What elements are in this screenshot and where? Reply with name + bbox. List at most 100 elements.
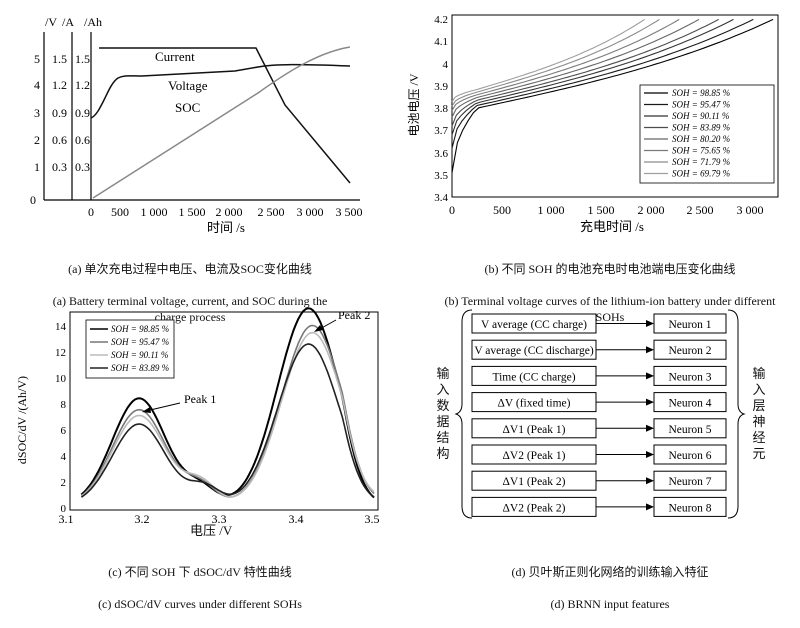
neuron-box xyxy=(653,365,727,386)
peak1-arrowhead xyxy=(142,407,151,413)
x-ticks: 0 500 1 000 1 500 2 000 2 500 3 000 3 50… xyxy=(88,205,363,219)
x-axis-label: 时间 /s xyxy=(207,220,245,235)
y-tick: 3.8 xyxy=(434,103,448,115)
x-tick: 0 xyxy=(449,203,455,217)
panel-d-caption: (d) 贝叶斯正则化网络的训练输入特征 (d) BRNN input featu… xyxy=(440,548,780,628)
input-feature-label: ΔV1 (Peak 2) xyxy=(503,476,566,488)
neuron-label: Neuron 6 xyxy=(668,450,711,462)
x-tick: 1 500 xyxy=(588,203,615,217)
soh-curve xyxy=(451,18,774,173)
peak1-label: Peak 1 xyxy=(184,392,216,406)
left-vertical-label: 输入数据结构 xyxy=(436,366,450,461)
arrowhead xyxy=(646,346,654,354)
y-tick: 3.6 xyxy=(434,148,448,160)
a-tick: 0.9 xyxy=(52,106,67,120)
caption-en: (c) dSOC/dV curves under different SOHs xyxy=(98,597,302,611)
x-tick: 2 500 xyxy=(687,203,714,217)
panel-a-caption: (a) 单次充电过程中电压、电流及SOC变化曲线 (a) Battery ter… xyxy=(20,245,360,341)
peak2-label: Peak 2 xyxy=(338,308,370,322)
x-tick: 500 xyxy=(493,203,511,217)
current-curve xyxy=(99,47,351,184)
soh-curve xyxy=(451,18,719,127)
y-tick: 4 xyxy=(61,451,67,463)
a-tick: 0.3 xyxy=(52,160,67,174)
panel-b-caption: (b) 不同 SOH 的电池充电时电池端电压变化曲线 (b) Terminal … xyxy=(440,245,780,341)
x-tick: 1 000 xyxy=(538,203,565,217)
y-tick: 12 xyxy=(55,347,66,359)
x-tick: 500 xyxy=(111,205,129,219)
caption-en: (b) Terminal voltage curves of the lithi… xyxy=(444,294,776,324)
neuron-label: Neuron 4 xyxy=(668,398,711,410)
neuron-label: Neuron 3 xyxy=(668,371,711,383)
a-tick: 1.5 xyxy=(52,52,67,66)
v-ticks: 5 4 3 2 1 xyxy=(34,52,40,174)
caption-zh: (a) 单次充电过程中电压、电流及SOC变化曲线 xyxy=(68,262,312,276)
ah-tick: 0.6 xyxy=(75,133,90,147)
legend-entry: SOH = 95.47 % xyxy=(672,100,730,110)
soh-curve xyxy=(451,18,680,111)
x-tick: 3.1 xyxy=(59,512,74,526)
ah-tick: 1.5 xyxy=(75,52,90,66)
legend-entry: SOH = 98.85 % xyxy=(111,324,169,334)
y-tick: 4.2 xyxy=(434,14,448,26)
soh-curve xyxy=(451,18,660,107)
x-tick: 3 000 xyxy=(297,205,324,219)
x-tick: 2 000 xyxy=(216,205,243,219)
neuron-box xyxy=(653,339,727,360)
soh-curve xyxy=(80,307,375,499)
arrowhead xyxy=(646,424,654,432)
voltage-label: Voltage xyxy=(168,78,208,93)
x-tick: 3.3 xyxy=(212,512,227,526)
arrowhead xyxy=(646,451,654,458)
a-tick: 0.6 xyxy=(52,133,67,147)
a-ticks: 1.5 1.2 0.9 0.6 0.3 xyxy=(52,52,67,174)
legend-entry: SOH = 95.47 % xyxy=(111,337,169,347)
y-axis-label: 电池电压 /V xyxy=(407,73,421,136)
input-feature-label: V average (CC charge) xyxy=(481,319,587,331)
caption-zh: (c) 不同 SOH 下 dSOC/dV 特性曲线 xyxy=(108,565,292,579)
caption-en: (a) Battery terminal voltage, current, a… xyxy=(52,294,328,324)
ah-ticks: 1.5 1.2 0.9 0.6 0.3 xyxy=(75,52,90,174)
panel-d-diagram: V average (CC charge) Neuron 1 V average (… xyxy=(454,309,746,519)
neuron-box xyxy=(653,313,727,334)
ah-tick: 0.9 xyxy=(75,106,90,120)
y-tick: 6 xyxy=(61,425,67,437)
arrowhead xyxy=(646,503,654,511)
soh-curve xyxy=(451,18,645,102)
soc-label: SOC xyxy=(175,100,200,115)
legend-entry: SOH = 83.89 % xyxy=(111,363,169,373)
input-feature-label: ΔV2 (Peak 2) xyxy=(503,502,566,514)
x-tick: 0 xyxy=(88,205,94,219)
x-tick: 3 500 xyxy=(336,205,363,219)
panel-c-chart: 14 12 10 8 6 4 2 0 3.1 3.2 3.3 3.4 3.5 d… xyxy=(15,307,380,526)
arrowhead xyxy=(646,398,654,406)
x-tick: 2 000 xyxy=(638,203,665,217)
panel-c-caption: (c) 不同 SOH 下 dSOC/dV 特性曲线 (c) dSOC/dV cu… xyxy=(30,548,370,628)
unit-v: /V xyxy=(45,15,57,29)
caption-zh: (d) 贝叶斯正则化网络的训练输入特征 xyxy=(511,565,709,579)
y-tick: 3.9 xyxy=(434,81,448,93)
arrowhead xyxy=(646,477,654,485)
x-tick: 2 500 xyxy=(258,205,285,219)
soh-curve xyxy=(451,18,734,136)
caption-zh: (b) 不同 SOH 的电池充电时电池端电压变化曲线 xyxy=(484,262,736,276)
legend-entry: SOH = 98.85 % xyxy=(672,88,730,98)
y-tick: 10 xyxy=(55,373,67,385)
x-tick: 1 500 xyxy=(179,205,206,219)
v-tick: 3 xyxy=(34,106,40,120)
right-brace xyxy=(727,309,746,519)
input-feature-label: V average (CC discharge) xyxy=(474,345,593,357)
origin-label: 0 xyxy=(30,193,36,207)
neuron-box xyxy=(653,418,727,439)
neuron-box xyxy=(653,392,727,413)
y-axis-label: dSOC/dV /(Ah/V) xyxy=(15,376,29,464)
y-tick: 3.7 xyxy=(434,125,448,137)
x-axis-label: 充电时间 /s xyxy=(580,219,644,234)
x-tick: 3.5 xyxy=(365,512,380,526)
v-tick: 4 xyxy=(34,78,40,92)
neuron-label: Neuron 7 xyxy=(668,476,711,488)
y-tick: 3.4 xyxy=(434,192,448,204)
legend-entry: SOH = 90.11 % xyxy=(672,111,729,121)
soh-curve xyxy=(451,18,754,149)
current-label: Current xyxy=(155,49,195,64)
